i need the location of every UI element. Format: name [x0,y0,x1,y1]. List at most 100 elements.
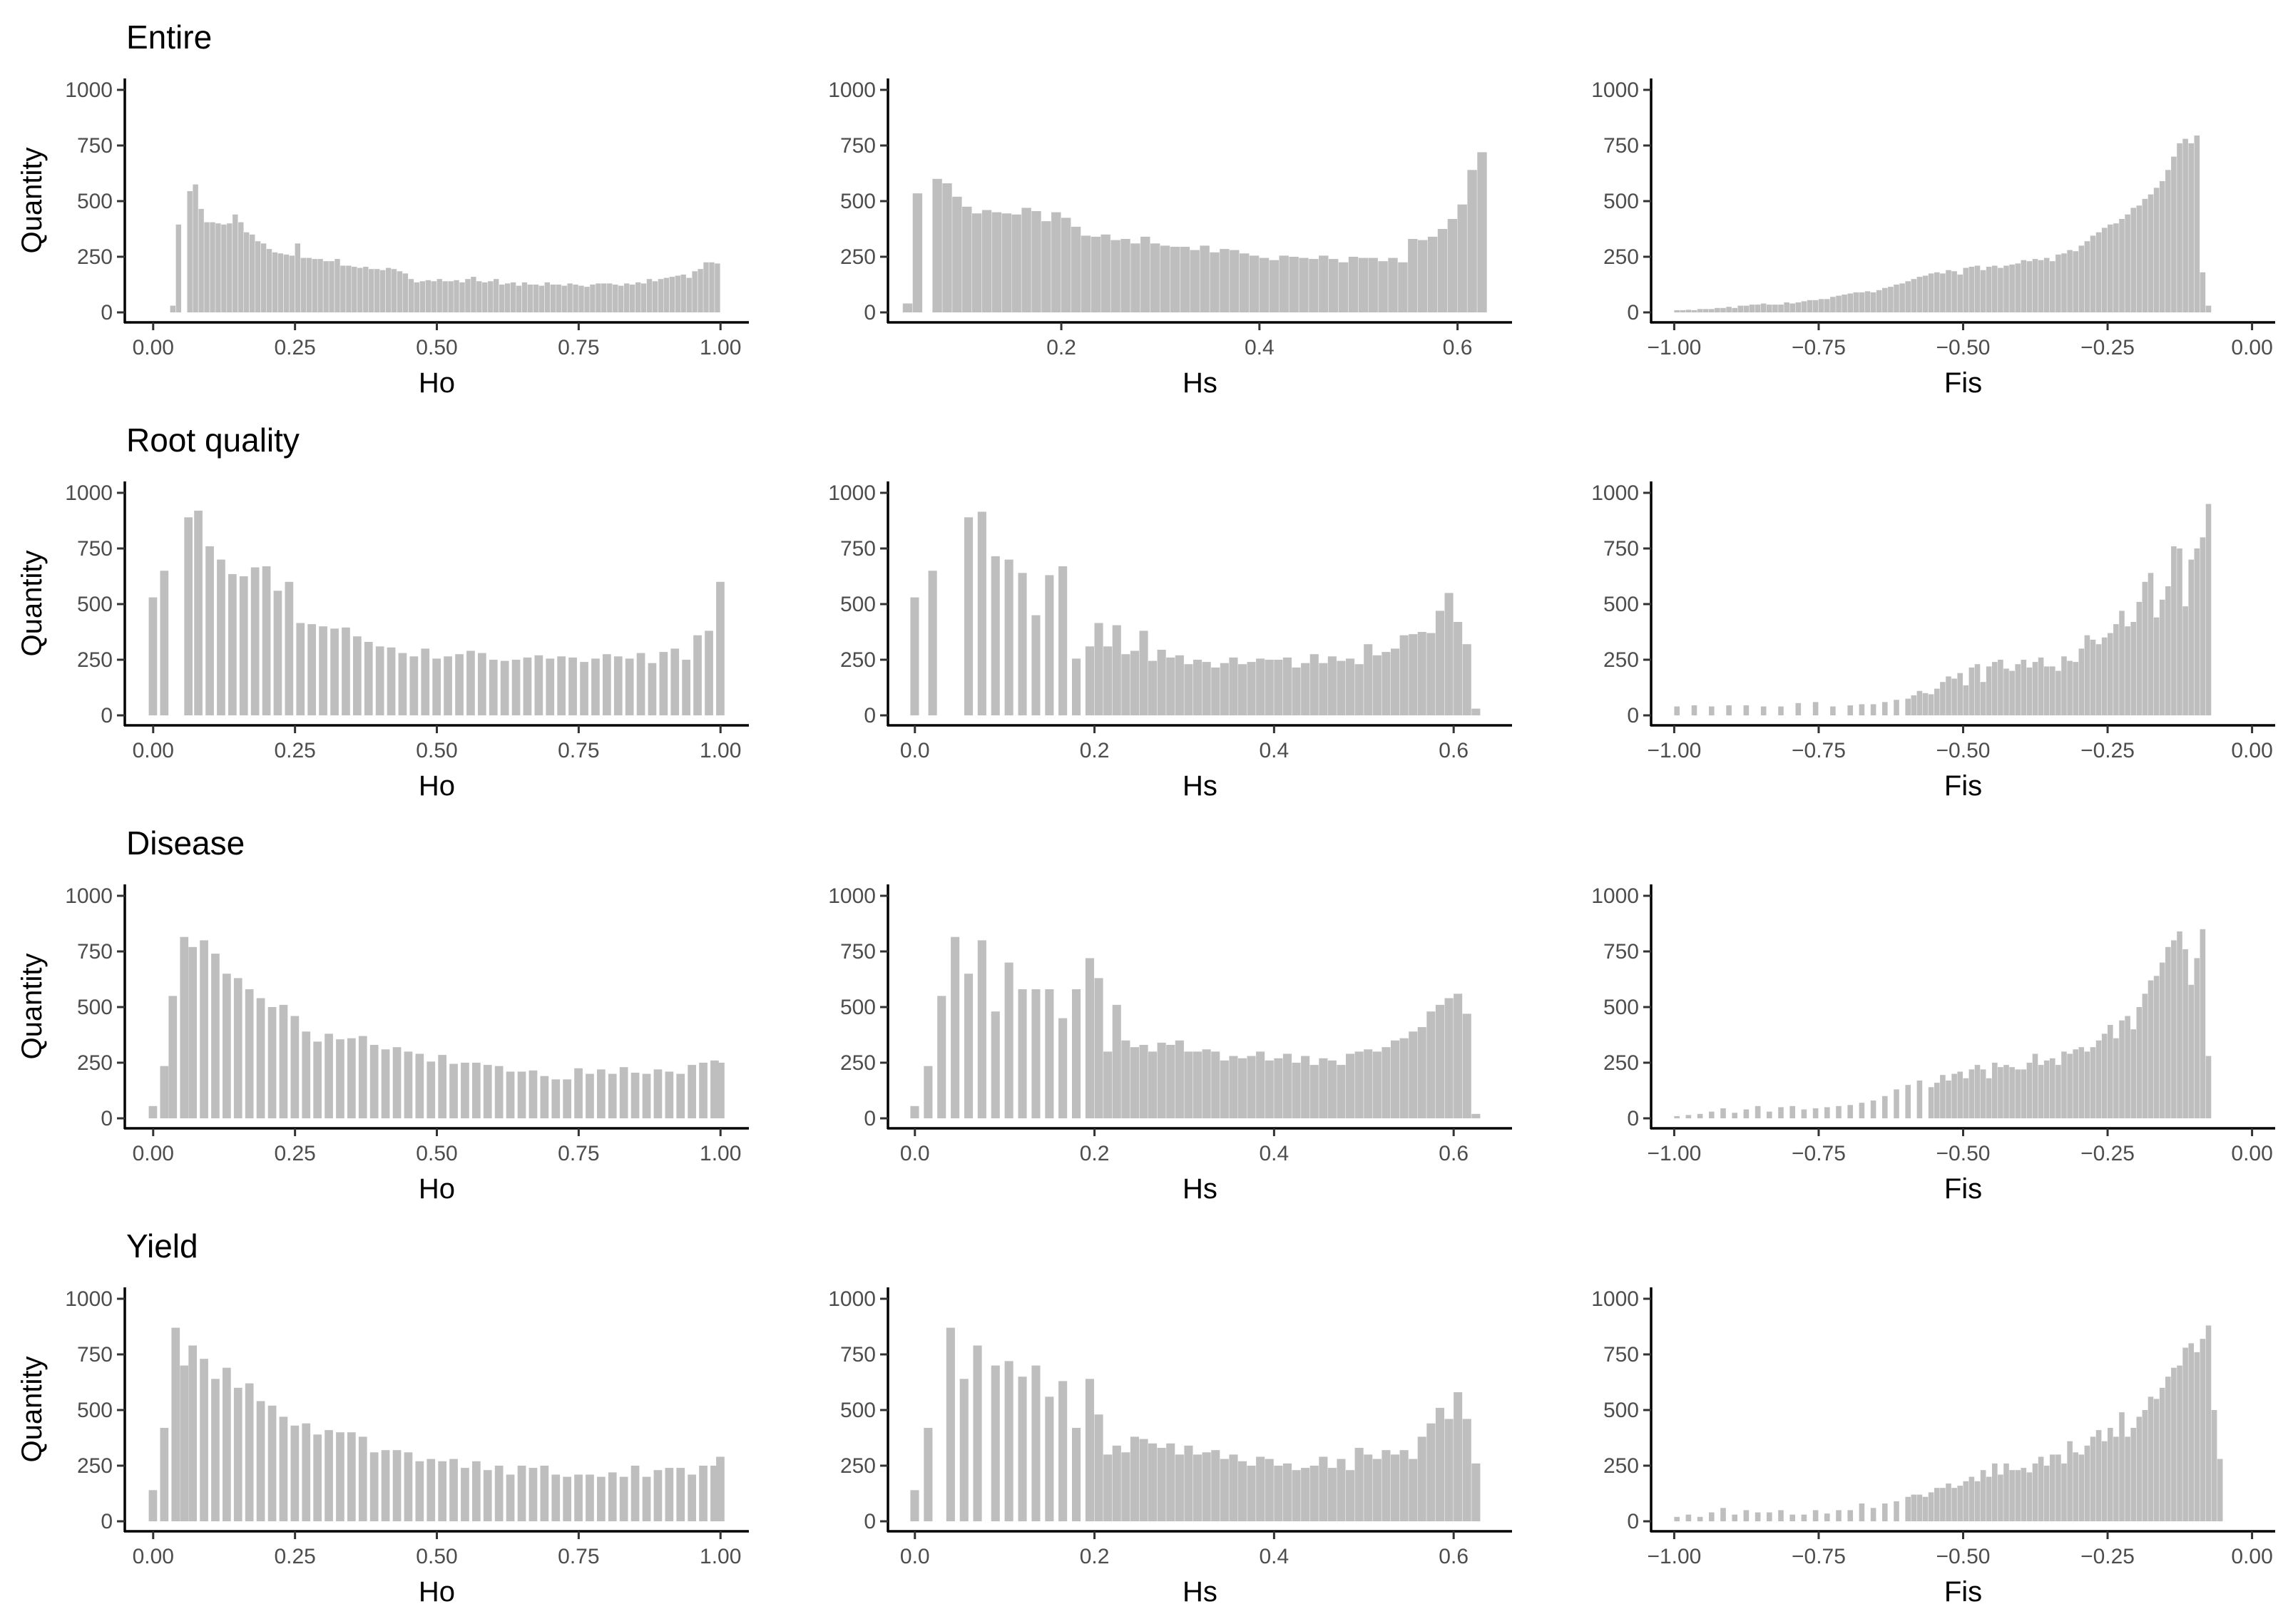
histogram-bar [1457,204,1467,312]
y-tick-label: 500 [77,996,113,1019]
histogram-bar [1004,962,1013,1118]
histogram-bar [472,1461,481,1521]
histogram-bar [1812,1510,1819,1521]
histogram-bar [2177,548,2182,715]
histogram-bar [494,1066,504,1118]
histogram-bar [2159,599,2165,715]
histogram-bar [680,275,686,312]
histogram-bar [2050,666,2055,715]
histogram-bar [1417,1027,1426,1118]
histogram-bar [646,279,653,312]
histogram-bar [312,259,317,312]
histogram-bar [586,1474,594,1521]
histogram-bar [924,1066,933,1118]
histogram-bar [2043,257,2050,312]
histogram-bar [2009,1067,2015,1118]
histogram-bar [2130,208,2136,312]
histogram-bar [1031,211,1041,312]
histogram-bar [1274,660,1283,715]
histogram-bar [175,224,181,312]
histogram-bar [188,946,197,1118]
histogram-bar [1715,307,1720,312]
histogram-bar [1072,989,1081,1118]
histogram-bar [290,1016,300,1118]
histogram-bar [716,581,725,715]
histogram-bar [1749,305,1755,312]
histogram-bar [942,183,952,312]
histogram-bar [1477,152,1487,312]
histogram-bar [1085,646,1094,715]
histogram-bar [511,660,521,715]
histogram-bar [2177,1365,2182,1521]
histogram-bar [245,989,254,1118]
histogram-bar [2119,1412,2125,1521]
histogram-bar [2067,1053,2073,1118]
histogram-bar [1807,300,1813,312]
histogram-bar [665,1071,674,1118]
histogram-bar [1240,253,1250,312]
histogram-bar [1175,655,1184,715]
histogram-bar [1899,283,1905,312]
histogram-bar [1417,1436,1426,1521]
histogram-bar [2194,958,2200,1118]
histogram-bar [1391,1454,1400,1521]
histogram-bar [1836,1105,1842,1118]
histogram-bar [148,597,158,715]
histogram-bar [2009,1470,2015,1521]
histogram-bar [1139,630,1148,715]
histogram-bar [307,624,316,715]
histogram-bar [171,1327,180,1521]
histogram-bar [1045,575,1054,715]
x-axis-title: Hs [1183,367,1217,399]
histogram-bar [964,517,974,715]
histogram-bar [1824,1513,1830,1521]
histogram-bar [2159,1387,2165,1521]
histogram-bar [2050,261,2055,312]
histogram-bar [1709,1512,1715,1521]
histogram-bar [2200,1339,2206,1521]
histogram-bar [1211,1051,1220,1118]
histogram-bar [1130,1047,1139,1118]
histogram-bar [665,1468,674,1521]
histogram-bar [1329,259,1339,312]
x-tick-label: −0.50 [1936,739,1991,762]
histogram-bar [1327,656,1337,715]
histogram-bar [2073,1452,2078,1521]
histogram-bar [2084,1051,2090,1118]
histogram-bar [2108,1428,2113,1521]
histogram-bar [607,283,613,312]
y-tick-label: 250 [1603,245,1639,269]
histogram-bar [1454,994,1463,1118]
histogram-bar [1905,281,1911,312]
histogram-bar [1309,1065,1319,1118]
histogram-bar [1940,1075,1946,1118]
histogram-bar [408,279,414,312]
histogram-bar [1193,1454,1202,1521]
histogram-bar [2101,1441,2108,1521]
histogram-bar [635,282,641,312]
histogram-bar [959,1379,969,1521]
histogram-bar [1309,259,1319,312]
histogram-bar [397,271,403,312]
histogram-bar [590,285,596,312]
histogram-bar [972,213,982,312]
histogram-bar [652,281,658,312]
histogram-bar [1859,704,1865,715]
histogram-bar [705,630,713,715]
histogram-bar [1720,1508,1726,1521]
histogram-bar [2171,1367,2177,1521]
histogram-bar [1968,667,1975,715]
x-tick-label: 0.2 [1046,336,1076,359]
x-tick-label: 0.00 [133,336,174,359]
histogram-bar [1175,1454,1184,1521]
histogram-bar [211,954,220,1118]
histogram-bar [1957,275,1963,312]
histogram-bar [1691,705,1697,715]
histogram-bar [419,281,425,312]
histogram-bar [670,648,680,715]
histogram-bar [1859,1503,1865,1521]
histogram-bar [1916,1494,1923,1521]
histogram-bar [1382,652,1391,715]
histogram-bar [1364,1049,1373,1118]
histogram-bar [1368,257,1378,312]
